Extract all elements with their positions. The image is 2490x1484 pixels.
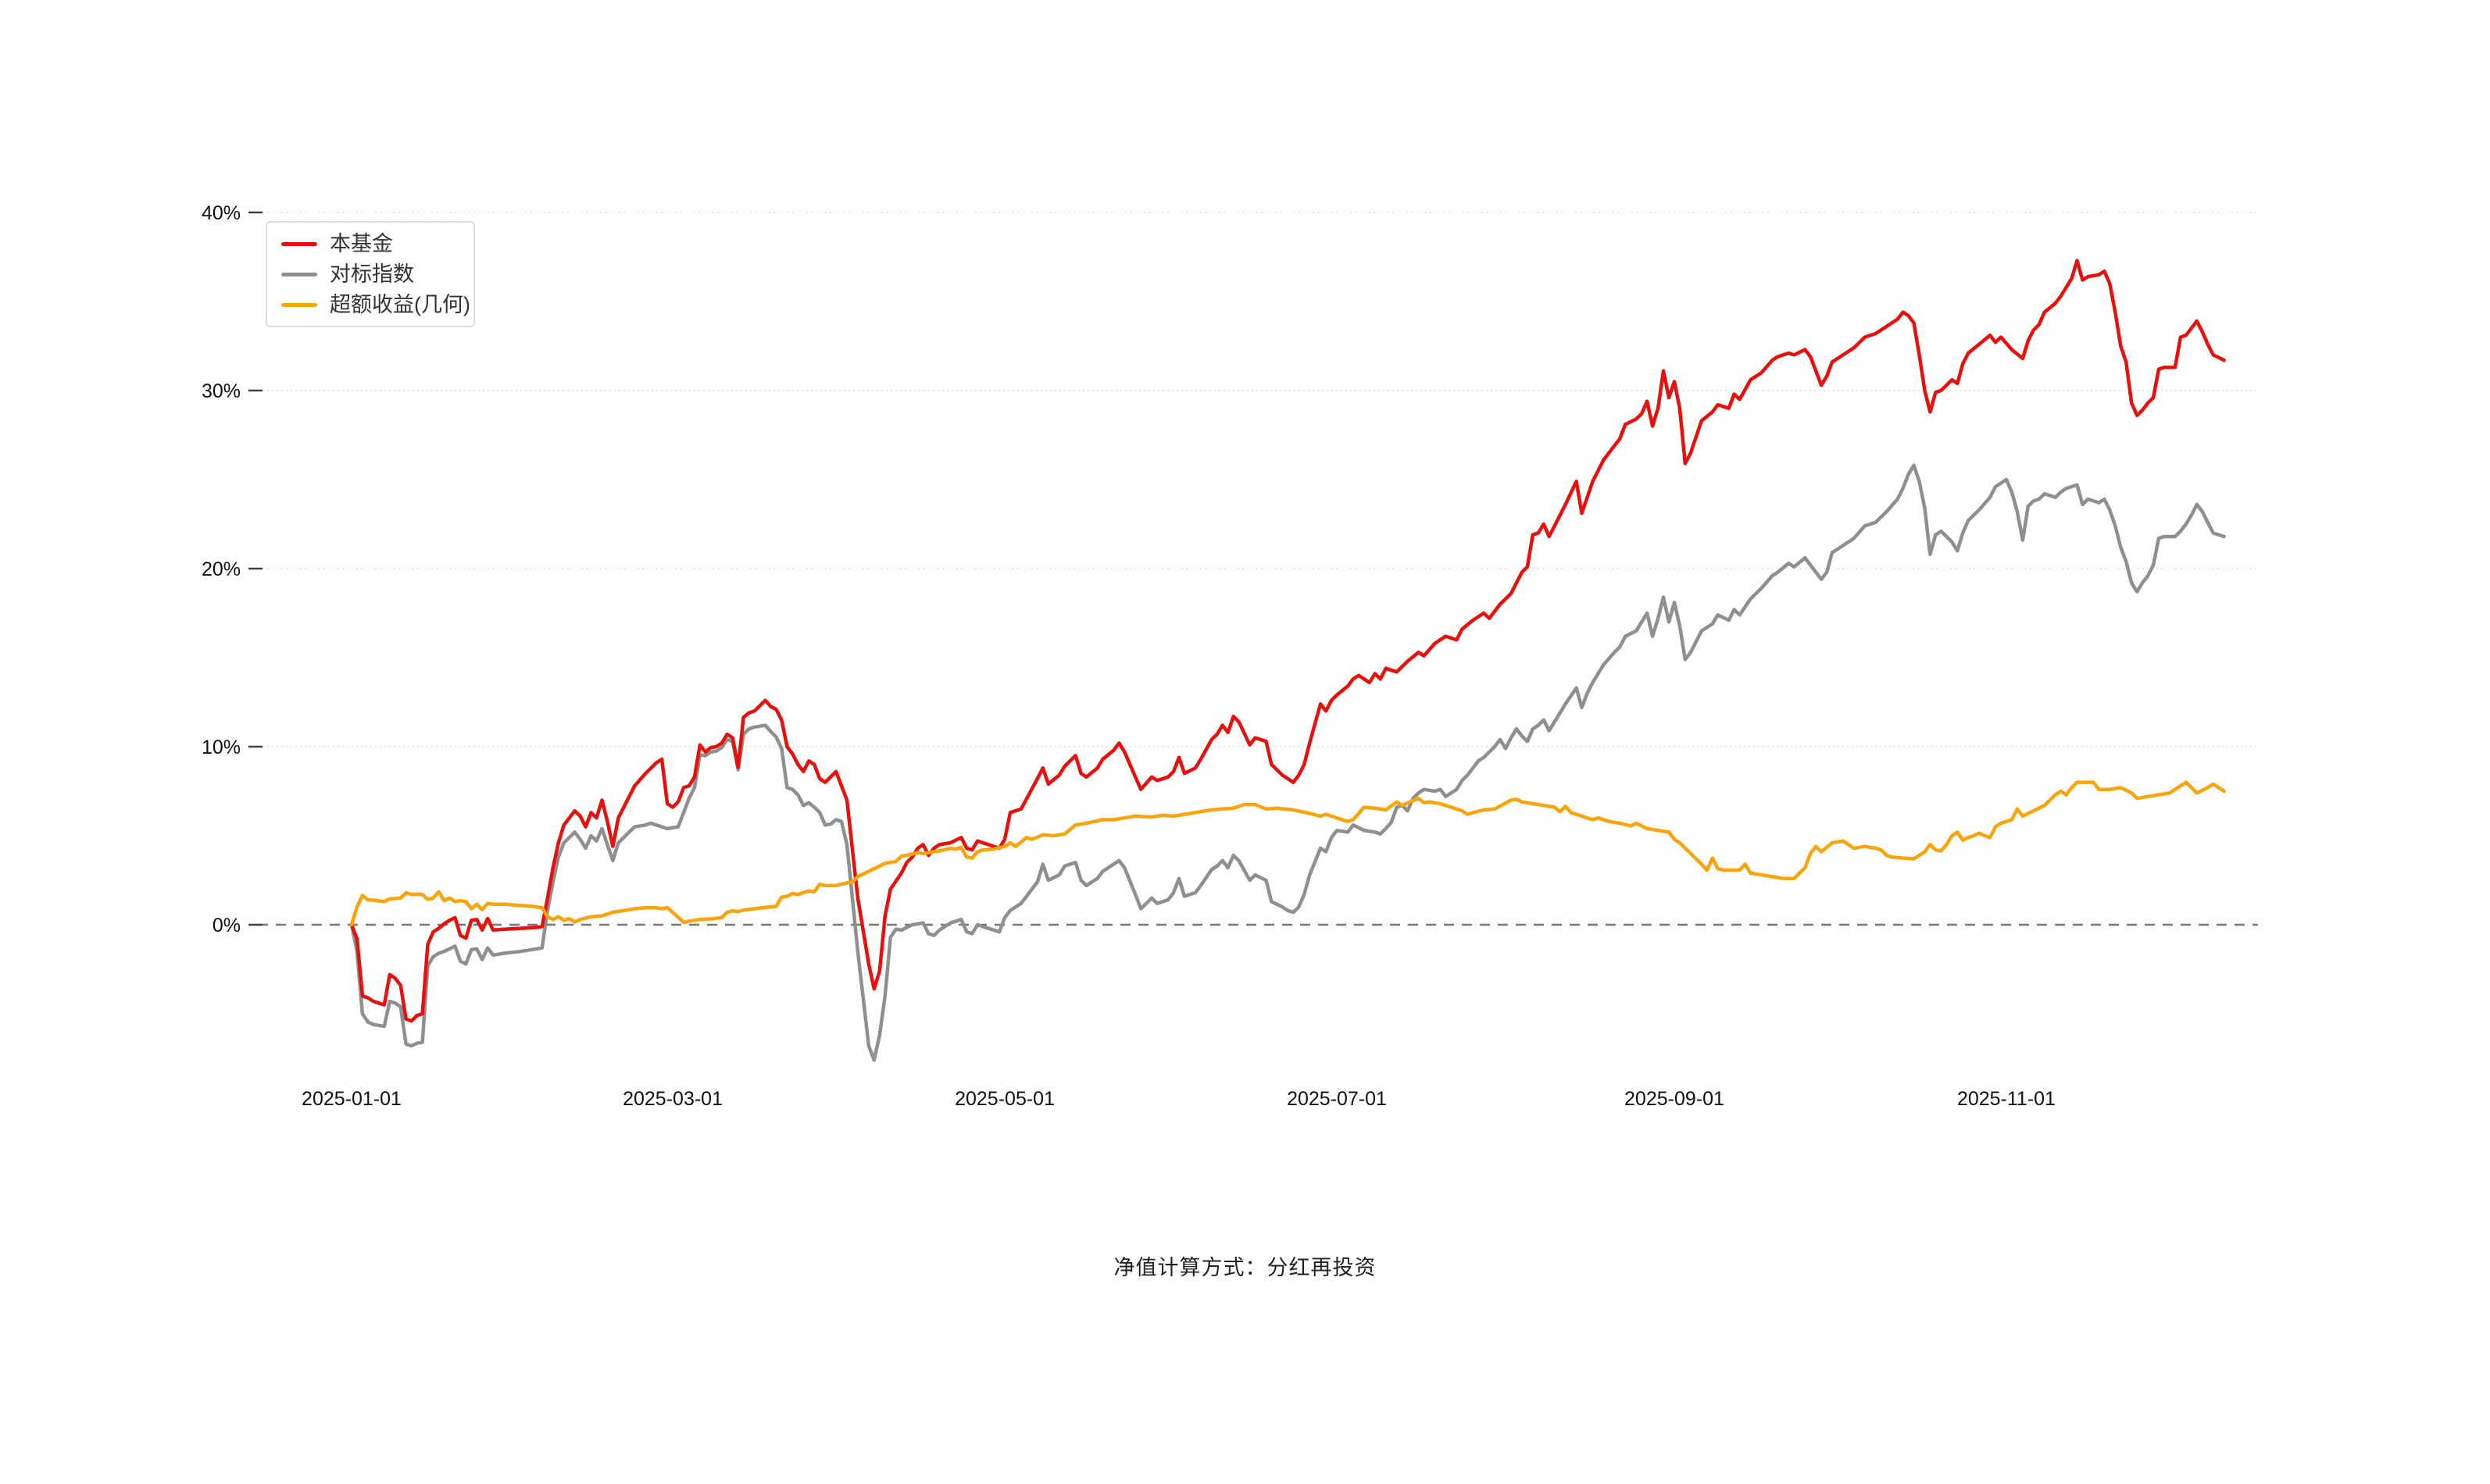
legend-item-benchmark[interactable]: 对标指数 [281, 262, 459, 286]
y-axis-label-20: 20% [202, 558, 241, 580]
series-line-excess[interactable] [349, 780, 2226, 927]
x-axis-label-0: 2025-01-01 [302, 1088, 402, 1110]
x-axis-label-2: 2025-05-01 [955, 1088, 1055, 1110]
legend-item-excess[interactable]: 超额收益(几何) [281, 293, 470, 316]
benchmark-line-swatch-icon [281, 272, 317, 276]
legend-item-fund[interactable]: 本基金 [281, 232, 459, 255]
excess-line-swatch-icon [281, 302, 317, 307]
x-axis-label-1: 2025-03-01 [623, 1088, 723, 1110]
x-axis-label-4: 2025-09-01 [1624, 1088, 1724, 1110]
fund-line-swatch-icon [281, 241, 317, 246]
y-axis-label-30: 30% [202, 380, 241, 402]
series-line-benchmark[interactable] [349, 463, 2226, 1062]
x-axis-label-3: 2025-07-01 [1287, 1088, 1387, 1110]
series-line-fund[interactable] [349, 259, 2226, 1023]
y-axis-label-40: 40% [202, 202, 241, 224]
x-axis-label-5: 2025-11-01 [1957, 1088, 2056, 1110]
y-axis-label-0: 0% [213, 915, 241, 936]
legend-label-excess: 超额收益(几何) [330, 292, 470, 316]
nav-calculation-caption: 净值计算方式：分红再投资 [1113, 1256, 1377, 1279]
legend-label-benchmark: 对标指数 [330, 262, 414, 286]
legend-label-fund: 本基金 [330, 231, 393, 255]
chart-legend: 本基金 对标指数 超额收益(几何) [266, 221, 475, 327]
y-axis-label-10: 10% [202, 737, 241, 758]
